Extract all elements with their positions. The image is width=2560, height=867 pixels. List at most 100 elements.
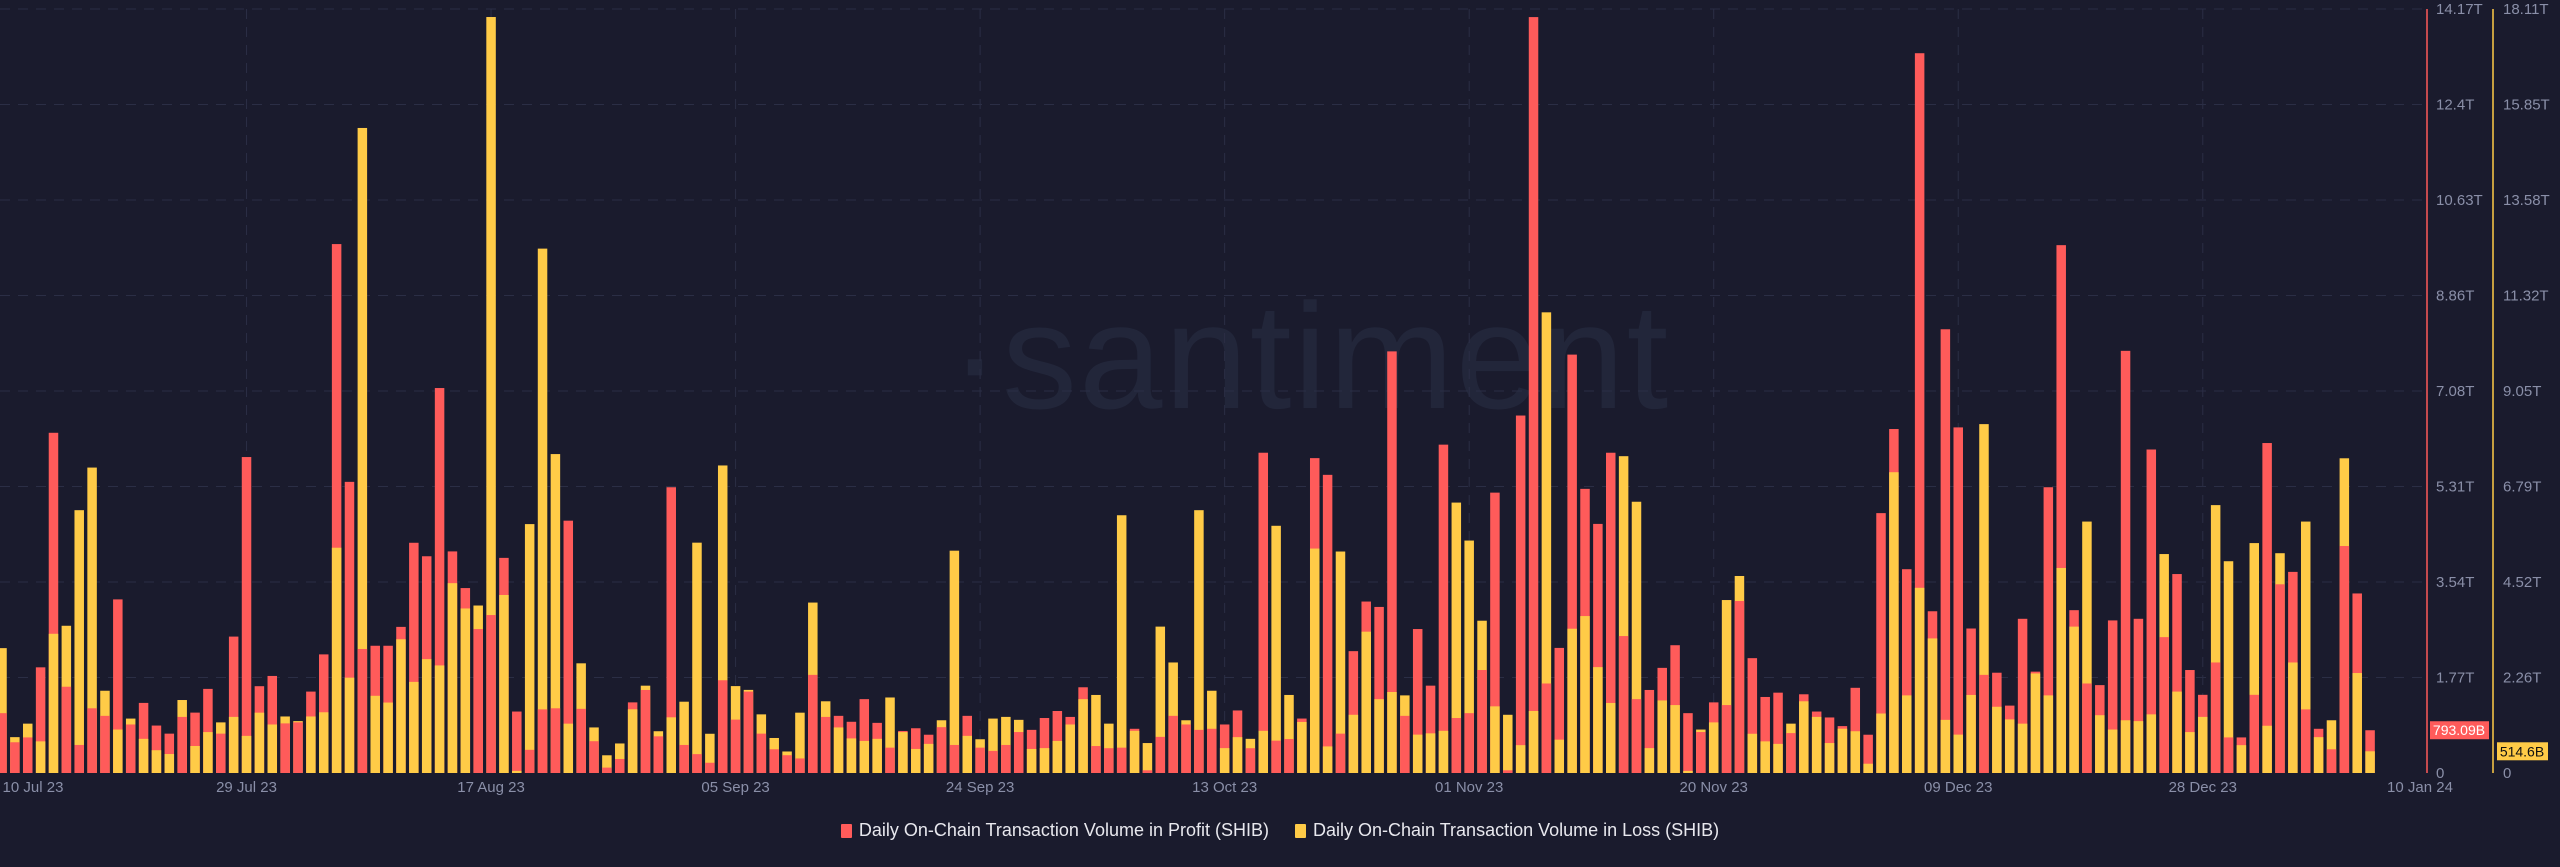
profit-bar [1322,474,1333,773]
profit-bar [1760,696,1770,773]
loss-bar [1361,631,1371,773]
loss-bar [1001,716,1011,773]
loss-bar [1683,770,1693,773]
loss-bar [1412,734,1423,773]
profit-bar [705,762,715,773]
loss-bar [267,724,278,773]
profit-bar [1914,53,1925,773]
right-axis-tick-label: 9.05T [2503,383,2541,400]
profit-bar [1902,569,1912,773]
loss-bar [2262,725,2272,773]
loss-bar [627,709,638,773]
profit-bar [1335,733,1346,773]
loss-bar [151,750,162,773]
loss-bar [666,717,676,773]
profit-bar [653,736,664,773]
loss-bar [164,754,175,773]
profit-last-value-badge [2430,721,2489,740]
profit-bar [602,767,612,773]
loss-bar [1425,733,1436,773]
profit-bar [2056,245,2066,773]
loss-bar [138,738,149,773]
loss-bar [988,718,998,773]
profit-bar [1425,685,1436,773]
profit-bar [1863,734,1873,773]
loss-bar [228,716,239,773]
profit-bar [125,724,136,773]
profit-bar [35,667,46,773]
loss-bar [2198,716,2208,773]
profit-bar [331,244,342,774]
profit-bar [2185,670,2195,773]
loss-bar [1322,746,1333,773]
loss-bar [1232,737,1243,773]
profit-bar [524,749,535,773]
profit-bar [241,457,252,773]
right-axis-tick-label: 4.52T [2503,574,2541,591]
profit-bar [1696,732,1706,773]
loss-bar [1052,740,1063,773]
left-axis-tick-label: 3.54T [2436,574,2474,591]
loss-bar [499,594,509,773]
loss-bar [2210,505,2221,773]
profit-bar [1515,415,1526,773]
profit-bar [512,711,522,773]
loss-bar [344,677,355,773]
profit-bar [550,708,561,773]
right-axis-tick-label: 0 [2503,765,2511,782]
legend-item-loss[interactable]: Daily On-Chain Transaction Volume in Los… [1295,820,1719,841]
loss-bar [1515,745,1526,773]
profit-bar [1387,351,1397,773]
loss-bar [48,633,59,773]
profit-bar [2172,574,2182,773]
legend-label-profit: Daily On-Chain Transaction Volume in Pro… [858,820,1269,840]
profit-bar [1631,699,1642,773]
x-axis-tick-label: 24 Sep 23 [946,779,1014,796]
x-axis-tick-label: 20 Nov 23 [1680,779,1748,796]
loss-bar [1567,628,1577,773]
loss-bar [383,702,393,773]
profit-bar [795,758,805,773]
profit-bar [1104,748,1114,773]
loss-bar [396,639,406,773]
profit-bar [1850,687,1861,773]
x-axis-tick-label: 09 Dec 23 [1924,779,1992,796]
loss-bar [2249,543,2259,773]
profit-bar [1953,427,1963,773]
loss-bar [2313,737,2324,773]
loss-bar [1554,739,1565,773]
profit-bar [2159,637,2169,773]
profit-bar [1245,748,1256,773]
profit-bar [1940,329,1951,773]
profit-bar [666,487,676,773]
profit-bar [2017,618,2028,773]
profit-bar [434,388,445,773]
profit-bar [177,716,187,773]
profit-last-value: 793.09B [2433,722,2485,738]
loss-bar [74,510,84,773]
x-axis-tick-label: 10 Jul 23 [3,779,64,796]
loss-bar [1708,722,1719,773]
loss-bar [1876,713,1886,773]
loss-bar [1091,694,1101,773]
loss-bar [2236,745,2247,773]
loss-bar [331,547,342,773]
loss-bar [563,723,574,773]
loss-bar [0,648,7,773]
legend-item-profit[interactable]: Daily On-Chain Transaction Volume in Pro… [840,820,1269,841]
loss-bar [370,695,380,773]
right-axis-tick-label: 11.32T [2503,288,2549,305]
loss-bar [1593,667,1603,773]
loss-bar [203,732,213,773]
loss-bar [1773,743,1783,773]
loss-bar [2120,720,2131,773]
loss-bar [1889,472,1899,773]
profit-bar [1039,718,1050,773]
loss-bar [113,729,123,773]
x-axis-tick-label: 13 Oct 23 [1192,779,1257,796]
loss-bar [1387,692,1397,773]
loss-bar [1078,699,1088,773]
profit-bar [1116,747,1127,773]
loss-bar [1657,700,1667,773]
profit-bar [1438,444,1449,773]
